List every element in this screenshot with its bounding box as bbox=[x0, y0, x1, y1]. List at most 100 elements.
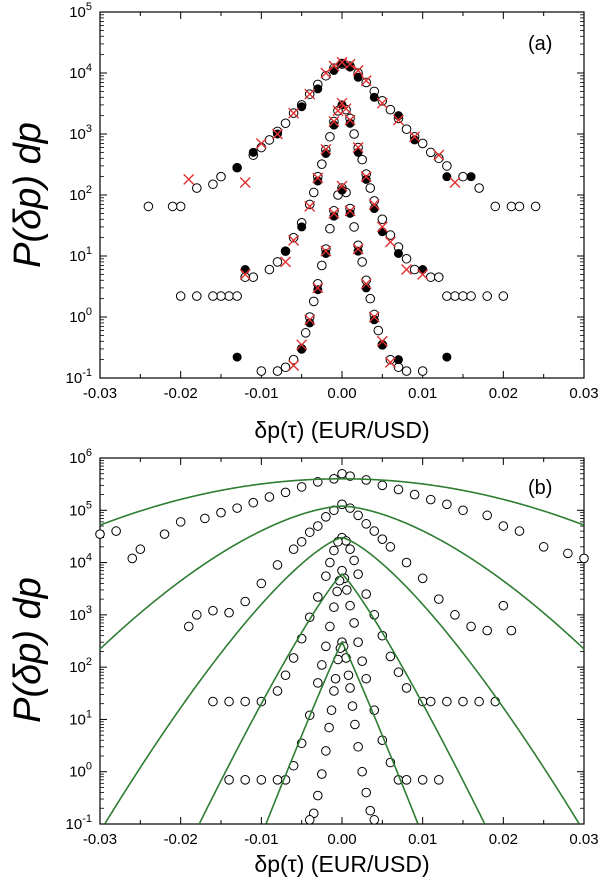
data-point-filled bbox=[313, 176, 323, 186]
cross-stroke bbox=[255, 137, 267, 149]
data-point-open bbox=[308, 296, 319, 307]
cross-stroke bbox=[271, 128, 283, 140]
data-point-cross bbox=[304, 88, 316, 100]
data-point-filled bbox=[281, 246, 291, 256]
data-point-open bbox=[183, 621, 194, 632]
cross-stroke bbox=[288, 360, 300, 372]
cross-stroke bbox=[376, 335, 388, 347]
data-point-open bbox=[349, 222, 359, 232]
data-point-open bbox=[498, 600, 509, 611]
data-point-open bbox=[256, 578, 267, 589]
data-point-open bbox=[317, 260, 327, 271]
cross-stroke bbox=[360, 278, 372, 290]
cross-stroke bbox=[288, 234, 300, 246]
data-point-filled bbox=[369, 92, 379, 102]
x-tick-label: -0.02 bbox=[164, 831, 198, 848]
cross-stroke bbox=[360, 171, 372, 183]
data-point-open bbox=[490, 201, 501, 212]
data-point-filled bbox=[297, 222, 307, 232]
data-point-open bbox=[353, 741, 363, 752]
cross-stroke bbox=[328, 116, 340, 128]
data-point-open bbox=[143, 201, 154, 212]
cross-stroke bbox=[336, 97, 348, 109]
data-point-open bbox=[264, 492, 275, 502]
data-point-open bbox=[377, 214, 388, 225]
data-point-open bbox=[482, 510, 493, 521]
data-point-open bbox=[208, 696, 218, 707]
data-point-filled bbox=[353, 246, 363, 256]
cross-stroke bbox=[352, 64, 364, 76]
data-point-cross bbox=[409, 131, 421, 143]
data-point-cross bbox=[360, 278, 372, 290]
data-point-open bbox=[256, 142, 267, 153]
data-point-filled bbox=[297, 102, 307, 112]
data-point-open bbox=[361, 589, 372, 599]
data-point-open bbox=[365, 805, 376, 816]
data-point-open bbox=[272, 775, 283, 785]
y-tick-label: 100 bbox=[69, 306, 92, 326]
data-point-cross bbox=[280, 256, 292, 268]
data-point-open bbox=[159, 529, 170, 539]
data-point-open bbox=[425, 696, 436, 707]
data-point-open bbox=[458, 505, 468, 516]
data-point-open bbox=[357, 656, 367, 666]
x-tick-label: -0.03 bbox=[83, 831, 117, 848]
cross-stroke bbox=[336, 180, 348, 192]
data-point-cross bbox=[239, 268, 251, 280]
data-point-open bbox=[111, 526, 121, 536]
data-point-filled bbox=[353, 72, 363, 82]
data-point-open bbox=[325, 131, 335, 142]
data-point-open bbox=[361, 673, 372, 684]
fit-curve bbox=[99, 478, 585, 526]
series-a bbox=[143, 56, 541, 376]
data-point-cross bbox=[392, 114, 404, 126]
data-point-open bbox=[563, 548, 573, 559]
cross-stroke bbox=[384, 356, 396, 368]
data-point-cross bbox=[288, 360, 300, 372]
data-point-open bbox=[538, 542, 549, 552]
x-tick-label: 0.01 bbox=[408, 831, 437, 848]
data-point-open bbox=[349, 555, 359, 566]
data-point-cross bbox=[239, 177, 251, 189]
data-point-open bbox=[304, 815, 315, 825]
cross-stroke bbox=[239, 268, 251, 280]
x-tick-label: -0.03 bbox=[83, 385, 117, 402]
data-point-cross bbox=[360, 171, 372, 183]
data-point-open bbox=[353, 637, 363, 647]
data-point-open bbox=[425, 494, 436, 505]
cross-stroke bbox=[376, 221, 388, 233]
y-tick-label: 105 bbox=[69, 499, 92, 519]
x-tick-label: 0.01 bbox=[408, 385, 437, 402]
data-point-cross bbox=[271, 128, 283, 140]
data-point-open bbox=[458, 171, 468, 182]
data-point-open bbox=[325, 223, 335, 234]
data-point-open bbox=[224, 291, 234, 301]
cross-stroke bbox=[344, 205, 356, 217]
data-point-open bbox=[288, 653, 299, 663]
data-point-open bbox=[401, 683, 412, 693]
data-point-open bbox=[347, 701, 358, 711]
data-point-open bbox=[321, 641, 331, 652]
data-point-cross bbox=[320, 143, 332, 155]
data-point-cross bbox=[328, 207, 340, 219]
data-point-open bbox=[240, 696, 250, 707]
data-point-cross bbox=[288, 234, 300, 246]
data-point-filled bbox=[329, 211, 339, 221]
data-point-open bbox=[377, 96, 388, 106]
fit-curve bbox=[99, 505, 585, 650]
data-point-filled bbox=[232, 163, 242, 173]
data-point-filled bbox=[369, 204, 379, 214]
data-point-open bbox=[330, 673, 341, 684]
cross-stroke bbox=[449, 177, 461, 189]
cross-stroke bbox=[384, 236, 396, 248]
data-point-open bbox=[317, 660, 327, 670]
data-point-open bbox=[377, 534, 388, 544]
x-tick-label: 0.02 bbox=[489, 385, 518, 402]
data-point-open bbox=[434, 775, 444, 785]
y-tick-label: 10-1 bbox=[66, 367, 92, 387]
panel-label-a: (a) bbox=[528, 33, 552, 55]
data-point-open bbox=[365, 183, 376, 193]
data-point-filled bbox=[442, 172, 452, 182]
data-point-cross bbox=[320, 67, 332, 79]
